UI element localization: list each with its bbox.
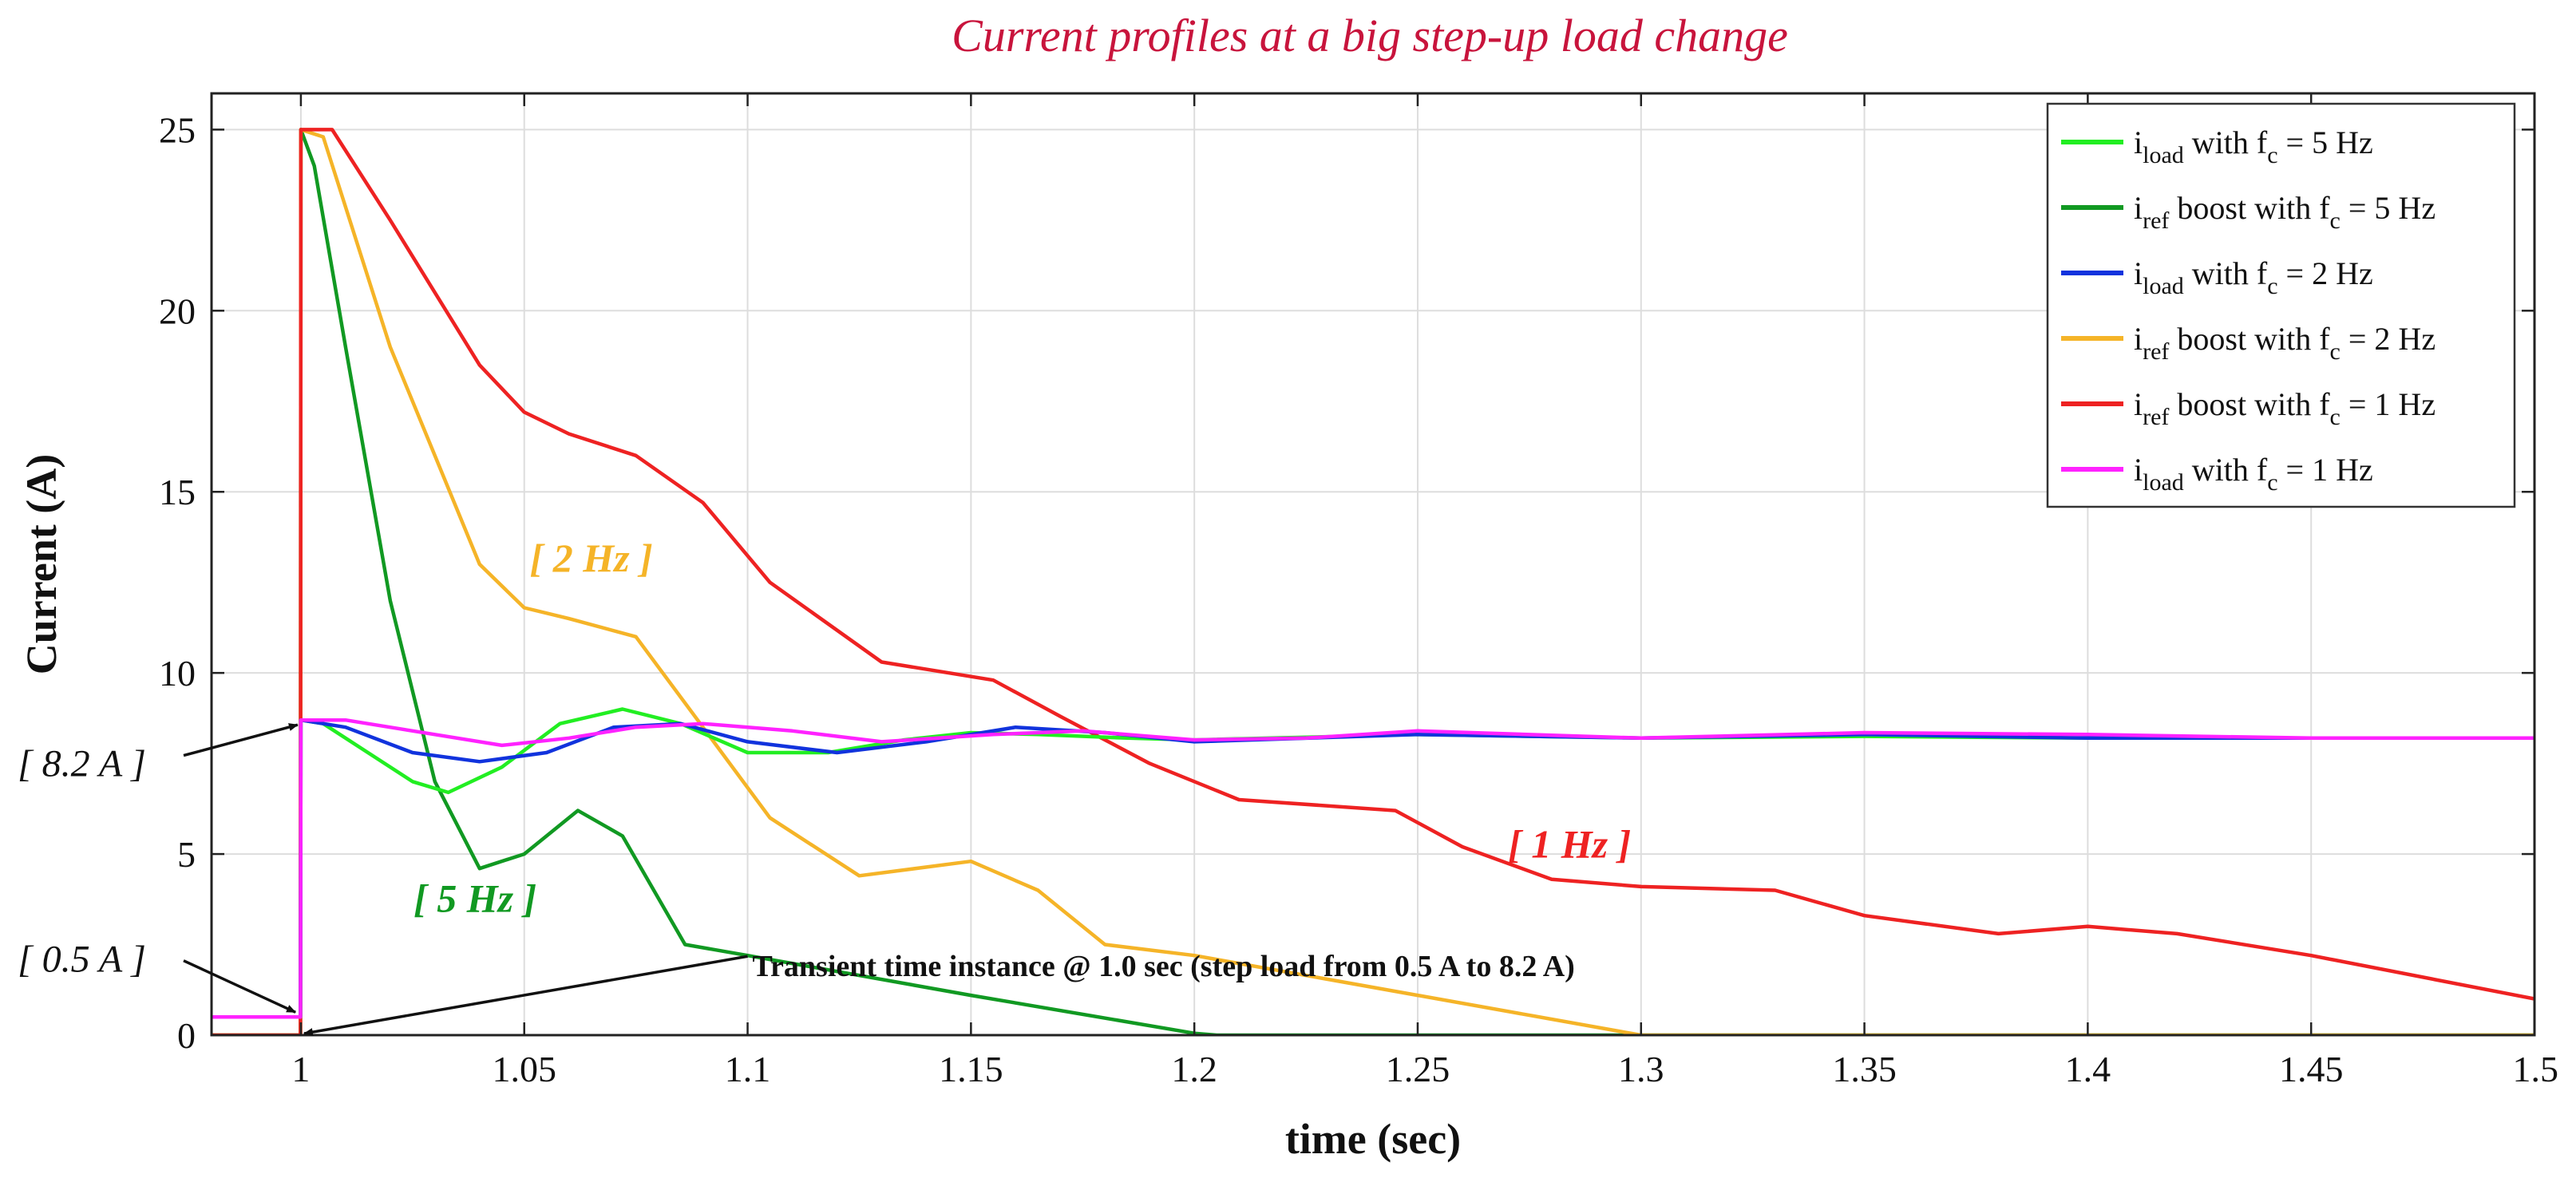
y-tick-label-5: 25	[159, 109, 196, 150]
legend-entry-1: iref boost with fc = 5 Hz	[2134, 190, 2436, 234]
side-labels: [ 8.2 A ] [ 0.5 A ]	[18, 723, 299, 1014]
y-tick-label-2: 10	[159, 653, 196, 694]
x-tick-label-2: 1.1	[725, 1049, 771, 1089]
x-tick-label-9: 1.45	[2279, 1049, 2344, 1089]
legend-box	[2046, 102, 2516, 508]
y-tick-label-0: 0	[177, 1015, 196, 1056]
side-label-0: [ 8.2 A ]	[18, 743, 146, 785]
x-tick-label-3: 1.15	[939, 1049, 1003, 1089]
chart-title: Current profiles at a big step-up load c…	[952, 10, 1788, 61]
x-tick-label-0: 1	[291, 1049, 310, 1089]
plot-frame	[210, 92, 2536, 1037]
x-tick-label-1: 1.05	[492, 1049, 556, 1089]
y-tick-labels: 0 5 10 15 20 25	[159, 109, 196, 1056]
x-axis-label: time (sec)	[1285, 1115, 1461, 1163]
legend-entry-0: iload with fc = 5 Hz	[2134, 125, 2373, 168]
x-tick-label-5: 1.25	[1386, 1049, 1450, 1089]
annotation-2: [ 1 Hz ]	[1508, 822, 1631, 867]
annotation-1: [ 5 Hz ]	[414, 876, 536, 921]
series-line-3	[212, 128, 2534, 1035]
x-tick-label-10: 1.5	[2513, 1049, 2559, 1089]
x-tick-label-7: 1.35	[1832, 1049, 1897, 1089]
annotations: [ 2 Hz ] [ 5 Hz ] [ 1 Hz ] Transient time i…	[303, 536, 1631, 1037]
y-tick-label-3: 15	[159, 472, 196, 512]
annotation-0: [ 2 Hz ]	[530, 536, 653, 580]
y-tick-label-1: 5	[177, 834, 196, 875]
legend: iload with fc = 5 Hz iref boost with fc =…	[2046, 102, 2516, 508]
side-label-arrow-1	[183, 959, 297, 1014]
side-label-arrow-0	[183, 723, 299, 757]
legend-entry-3: iref boost with fc = 2 Hz	[2134, 321, 2436, 365]
y-tick-label-4: 20	[159, 291, 196, 331]
x-tick-label-6: 1.3	[1618, 1049, 1664, 1089]
legend-entry-4: iref boost with fc = 1 Hz	[2134, 386, 2436, 430]
side-label-1: [ 0.5 A ]	[18, 939, 146, 981]
series-group	[212, 128, 2534, 1035]
series-line-5	[212, 717, 2534, 1019]
x-tick-label-8: 1.4	[2065, 1049, 2111, 1089]
series-line-4	[212, 128, 2534, 1035]
x-tick-label-4: 1.2	[1171, 1049, 1217, 1089]
legend-entry-5: iload with fc = 1 Hz	[2134, 452, 2373, 496]
y-axis-label: Current (A)	[18, 454, 65, 674]
series-line-1	[212, 128, 2534, 1035]
annotation-arrow-3	[303, 955, 748, 1037]
legend-entry-2: iload with fc = 2 Hz	[2134, 255, 2373, 299]
x-tick-labels: 1 1.05 1.1 1.15 1.2 1.25 1.3 1.35 1.4 1.45 1.5	[291, 1049, 2558, 1089]
annotation-3: Transient time instance @ 1.0 sec (step …	[753, 950, 1575, 983]
